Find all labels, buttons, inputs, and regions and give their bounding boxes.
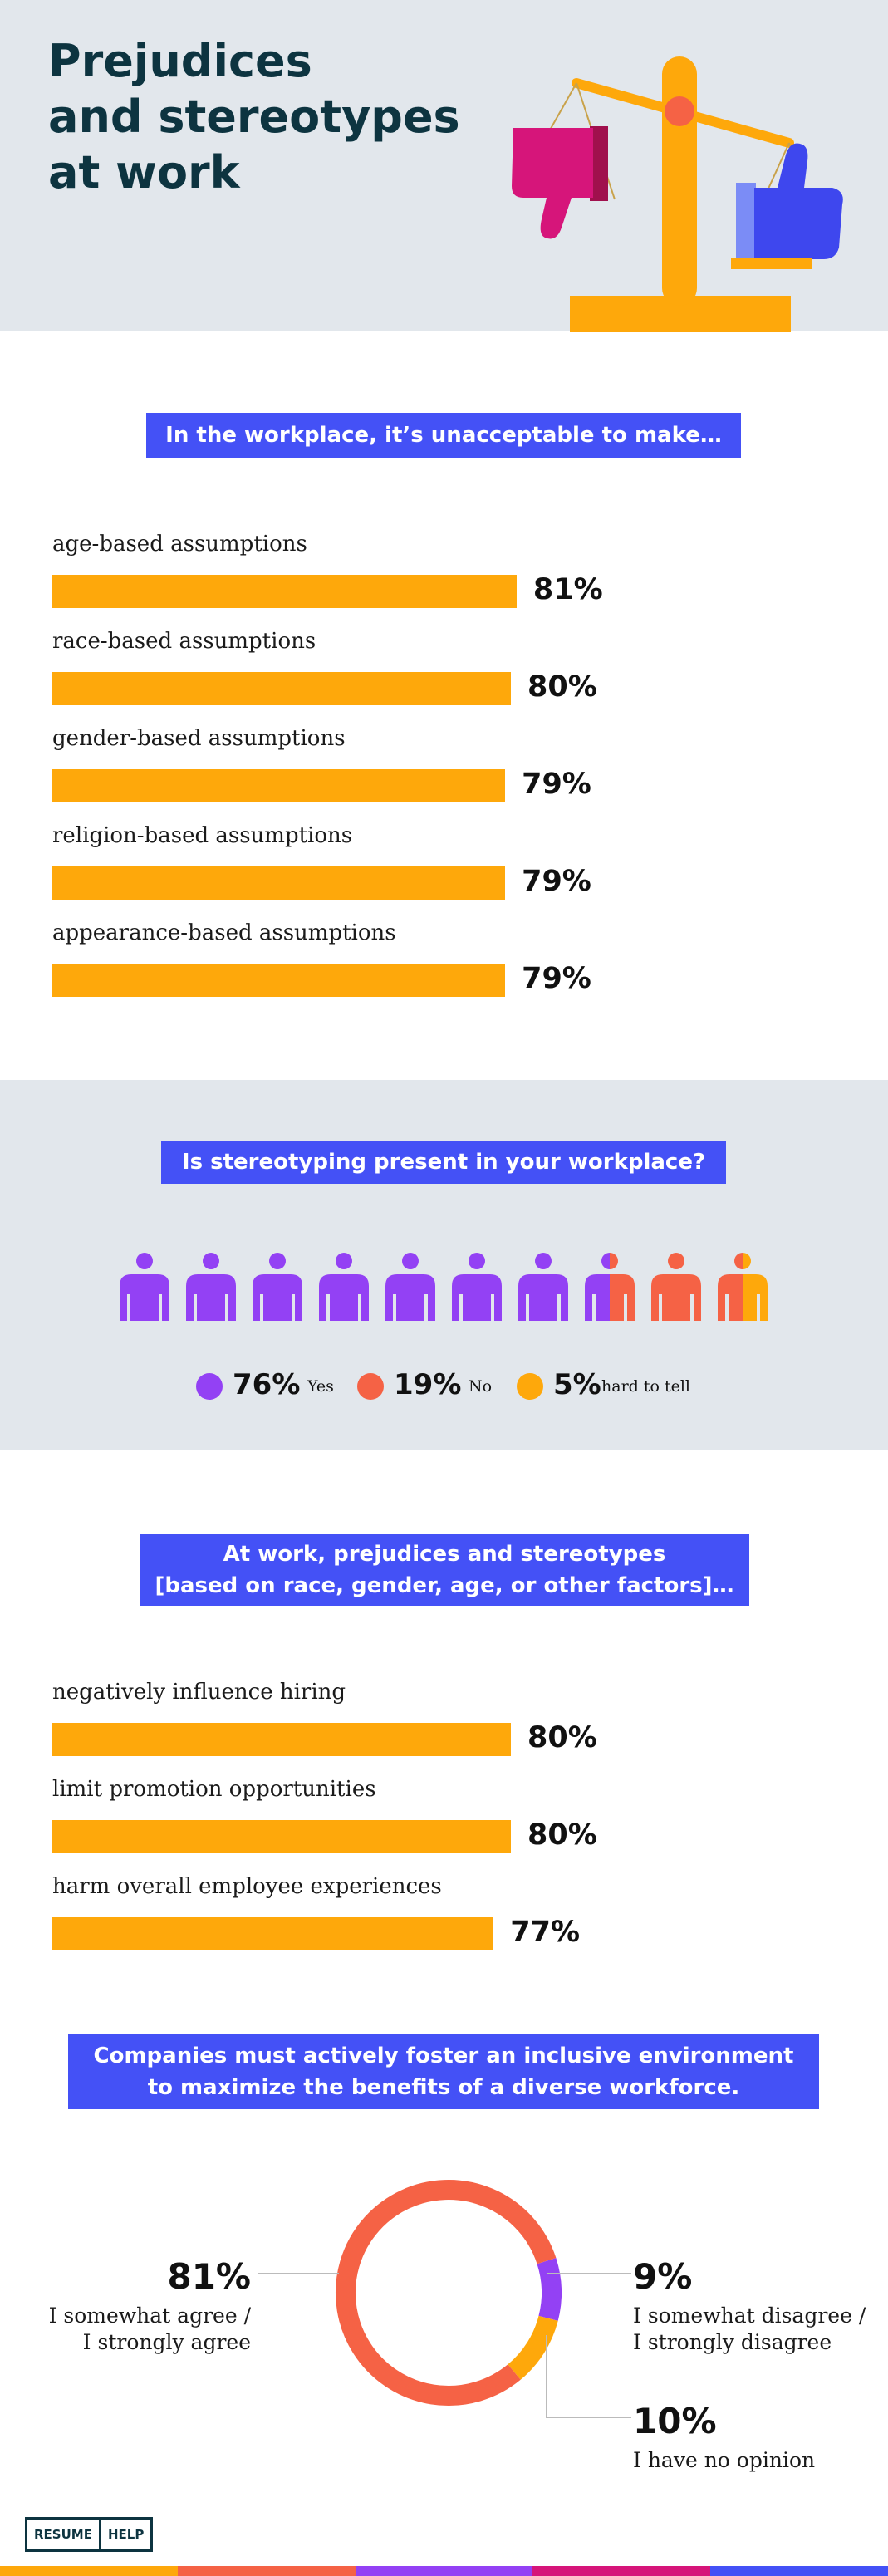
bar-label: religion-based assumptions (52, 823, 353, 848)
bar-label: limit promotion opportunities (52, 1777, 376, 1802)
donut-noopinion-label: I have no opinion (633, 2448, 816, 2472)
footer-stripe-segment (177, 2566, 356, 2576)
section1-title: In the workplace, it’s unacceptable to m… (146, 413, 741, 458)
legend-dot (196, 1373, 223, 1400)
bar (52, 1917, 494, 1950)
person-icon (120, 1253, 169, 1321)
legend-percent: 19% (394, 1368, 462, 1401)
donut-leader-lines (258, 2273, 631, 2418)
bar (52, 769, 506, 802)
bar-value-label: 80% (527, 1818, 597, 1852)
header-banner (0, 0, 888, 331)
legend-dot (357, 1373, 384, 1400)
bar-label: race-based assumptions (52, 629, 316, 654)
section3-title: At work, prejudices and stereotypes [bas… (140, 1534, 749, 1606)
bar (52, 672, 511, 705)
person-icon (651, 1253, 701, 1321)
person-icon (585, 1253, 635, 1321)
bar-label: appearance-based assumptions (52, 920, 396, 945)
bar (52, 1820, 511, 1853)
section4-title: Companies must actively foster an inclus… (68, 2034, 819, 2109)
donut-slice (508, 2315, 558, 2380)
scale-string (547, 82, 577, 134)
bar (52, 575, 517, 608)
pictogram-people (120, 1253, 768, 1321)
bar-value-label: 79% (522, 768, 591, 801)
footer-stripe-segment (0, 2566, 178, 2576)
person-icon (253, 1253, 302, 1321)
bar-label: negatively influence hiring (52, 1680, 346, 1705)
donut-agree-pct: 81% (167, 2256, 251, 2297)
legend-percent: 5% (553, 1368, 601, 1401)
page-title: Prejudices and stereotypes at work (48, 35, 460, 199)
donut-agree-label: I somewhat agree / I strongly agree (48, 2304, 251, 2354)
legend-percent: 76% (233, 1368, 301, 1401)
bar-label: gender-based assumptions (52, 726, 346, 751)
footer-stripe-segment (355, 2566, 533, 2576)
footer-stripe-segment (532, 2566, 711, 2576)
donut-slice (336, 2180, 557, 2406)
thumbs-down-icon (512, 126, 608, 239)
scale-pole (662, 56, 697, 306)
bar-value-label: 80% (527, 670, 597, 704)
donut-disagree-label: I somewhat disagree / I strongly disagre… (633, 2304, 866, 2354)
person-icon (186, 1253, 236, 1321)
bar-value-label: 79% (522, 865, 591, 898)
scale-pivot (665, 96, 694, 126)
bar-value-label: 79% (522, 962, 591, 995)
bar (52, 866, 506, 900)
person-icon (452, 1253, 502, 1321)
logo-text-left: RESUME (34, 2527, 92, 2542)
person-icon (385, 1253, 435, 1321)
bar-label: age-based assumptions (52, 532, 307, 557)
person-icon (319, 1253, 369, 1321)
legend-dot (517, 1373, 543, 1400)
section2-title: Is stereotyping present in your workplac… (161, 1141, 726, 1184)
person-icon (518, 1253, 568, 1321)
bar-value-label: 80% (527, 1721, 597, 1754)
bar-value-label: 81% (532, 573, 603, 606)
bar (52, 1723, 511, 1756)
donut-disagree-pct: 9% (633, 2256, 693, 2297)
footer-stripe-segment (710, 2566, 888, 2576)
thumbs-up-icon (731, 143, 843, 269)
legend-label: Yes (307, 1377, 334, 1396)
bar-label: harm overall employee experiences (52, 1874, 442, 1899)
legend-label: No (469, 1377, 493, 1396)
donut-chart (336, 2180, 562, 2406)
donut-slice (537, 2257, 562, 2321)
bar (52, 964, 506, 997)
balance-scale-illustration (512, 56, 843, 332)
resume-help-logo[interactable]: RESUME HELP (25, 2517, 154, 2552)
donut-noopinion-pct: 10% (633, 2401, 717, 2441)
bar-value-label: 77% (510, 1916, 581, 1949)
legend-label: hard to tell (601, 1377, 690, 1396)
logo-text-right: HELP (98, 2520, 150, 2549)
person-icon (718, 1253, 768, 1321)
